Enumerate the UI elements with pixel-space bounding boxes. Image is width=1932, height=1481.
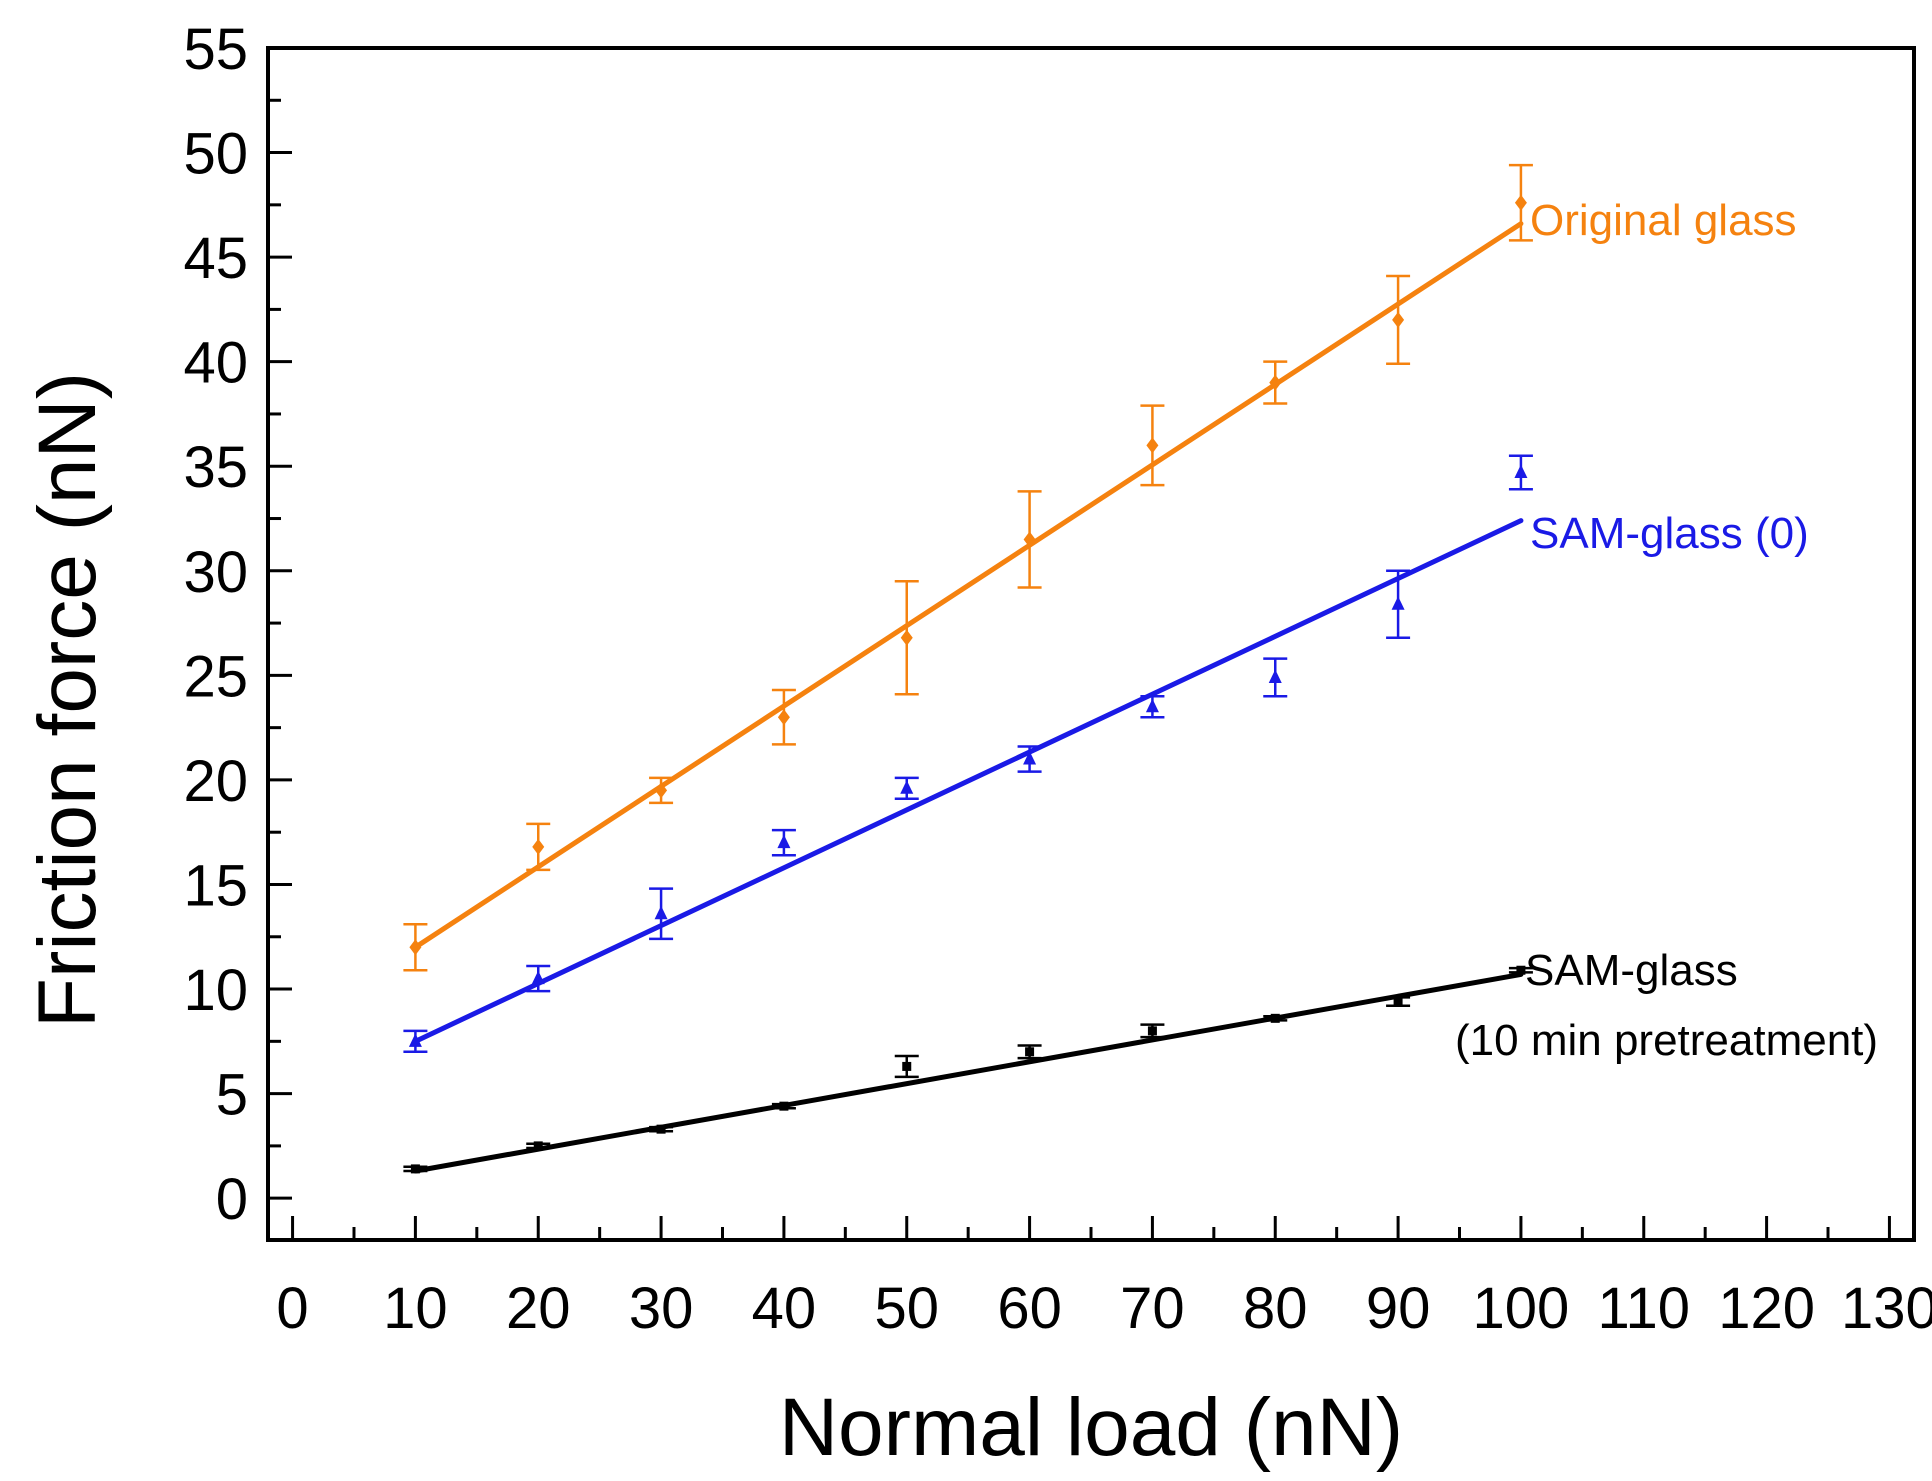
data-point bbox=[777, 709, 790, 726]
x-tick-label: 50 bbox=[874, 1276, 939, 1341]
data-point bbox=[656, 1124, 666, 1134]
x-tick-label: 0 bbox=[276, 1276, 308, 1341]
data-point bbox=[1147, 1026, 1157, 1036]
data-point bbox=[1514, 464, 1528, 479]
y-axis-title: Friction force (nN) bbox=[22, 372, 113, 1028]
y-axis: 0 5 10 15 20 25 30 35 40 45 50 55 bbox=[183, 17, 292, 1232]
x-tick-label: 90 bbox=[1366, 1276, 1431, 1341]
series-1: Original glass bbox=[403, 163, 1797, 972]
series-label: SAM-glass (0) bbox=[1530, 509, 1809, 558]
data-point bbox=[1025, 1047, 1035, 1057]
data-point bbox=[1268, 669, 1282, 683]
data-point bbox=[1146, 437, 1159, 454]
y-tick-label: 35 bbox=[183, 435, 248, 500]
fit-line bbox=[412, 221, 1524, 950]
data-point bbox=[900, 629, 913, 646]
x-tick-label: 70 bbox=[1120, 1276, 1185, 1341]
series-label-line-2: (10 min pretreatment) bbox=[1455, 1016, 1878, 1065]
y-tick-label: 30 bbox=[183, 540, 248, 605]
data-point bbox=[1145, 698, 1159, 713]
data-point bbox=[1516, 965, 1526, 975]
fit-line bbox=[412, 971, 1524, 1174]
data-point bbox=[1023, 531, 1036, 548]
data-point bbox=[1393, 997, 1403, 1007]
x-tick-label: 110 bbox=[1598, 1276, 1690, 1341]
data-point bbox=[1269, 374, 1282, 391]
fit-line bbox=[412, 518, 1524, 1044]
data-point bbox=[654, 905, 668, 920]
y-tick-label: 20 bbox=[183, 749, 248, 814]
x-axis: 0 10 20 30 40 50 60 70 80 90 100 110 120 130 bbox=[276, 1216, 1932, 1341]
x-tick-label: 30 bbox=[629, 1276, 694, 1341]
data-point bbox=[655, 782, 668, 799]
data-point bbox=[1392, 311, 1405, 328]
data-point bbox=[531, 970, 545, 985]
data-point bbox=[533, 1141, 543, 1151]
data-point bbox=[777, 834, 791, 849]
series-label: Original glass bbox=[1530, 196, 1797, 245]
data-point bbox=[1391, 596, 1405, 610]
x-axis-title: Normal load (nN) bbox=[779, 1382, 1403, 1473]
x-tick-label: 20 bbox=[506, 1276, 571, 1341]
data-point bbox=[1514, 194, 1527, 211]
series-2: SAM-glass (0) bbox=[403, 454, 1809, 1054]
x-tick-label: 100 bbox=[1473, 1276, 1570, 1341]
series-layer: Original glass SAM-glass (0) SAM-glass (10 … bbox=[403, 163, 1878, 1174]
y-tick-label: 25 bbox=[183, 644, 248, 709]
x-tick-label: 10 bbox=[383, 1276, 448, 1341]
data-point bbox=[410, 1164, 420, 1174]
data-point bbox=[409, 939, 422, 956]
x-tick-label: 120 bbox=[1718, 1276, 1815, 1341]
data-point bbox=[408, 1033, 422, 1047]
data-point bbox=[1270, 1013, 1280, 1023]
data-point bbox=[902, 1061, 912, 1071]
y-tick-label: 10 bbox=[183, 958, 248, 1023]
y-tick-label: 15 bbox=[183, 853, 248, 918]
y-tick-label: 55 bbox=[183, 17, 248, 82]
x-tick-label: 80 bbox=[1243, 1276, 1308, 1341]
data-point bbox=[1023, 751, 1037, 765]
y-tick-label: 40 bbox=[183, 331, 248, 396]
data-point bbox=[900, 780, 914, 794]
data-point bbox=[532, 838, 545, 855]
data-point bbox=[779, 1101, 789, 1111]
series-3: SAM-glass (10 min pretreatment) bbox=[403, 946, 1878, 1174]
y-tick-label: 50 bbox=[183, 122, 248, 187]
x-tick-label: 130 bbox=[1841, 1276, 1932, 1341]
y-tick-label: 0 bbox=[216, 1167, 248, 1232]
x-tick-label: 60 bbox=[997, 1276, 1062, 1341]
series-label: SAM-glass bbox=[1525, 946, 1738, 995]
y-tick-label: 5 bbox=[216, 1063, 248, 1128]
y-tick-label: 45 bbox=[183, 226, 248, 291]
x-tick-label: 40 bbox=[752, 1276, 817, 1341]
